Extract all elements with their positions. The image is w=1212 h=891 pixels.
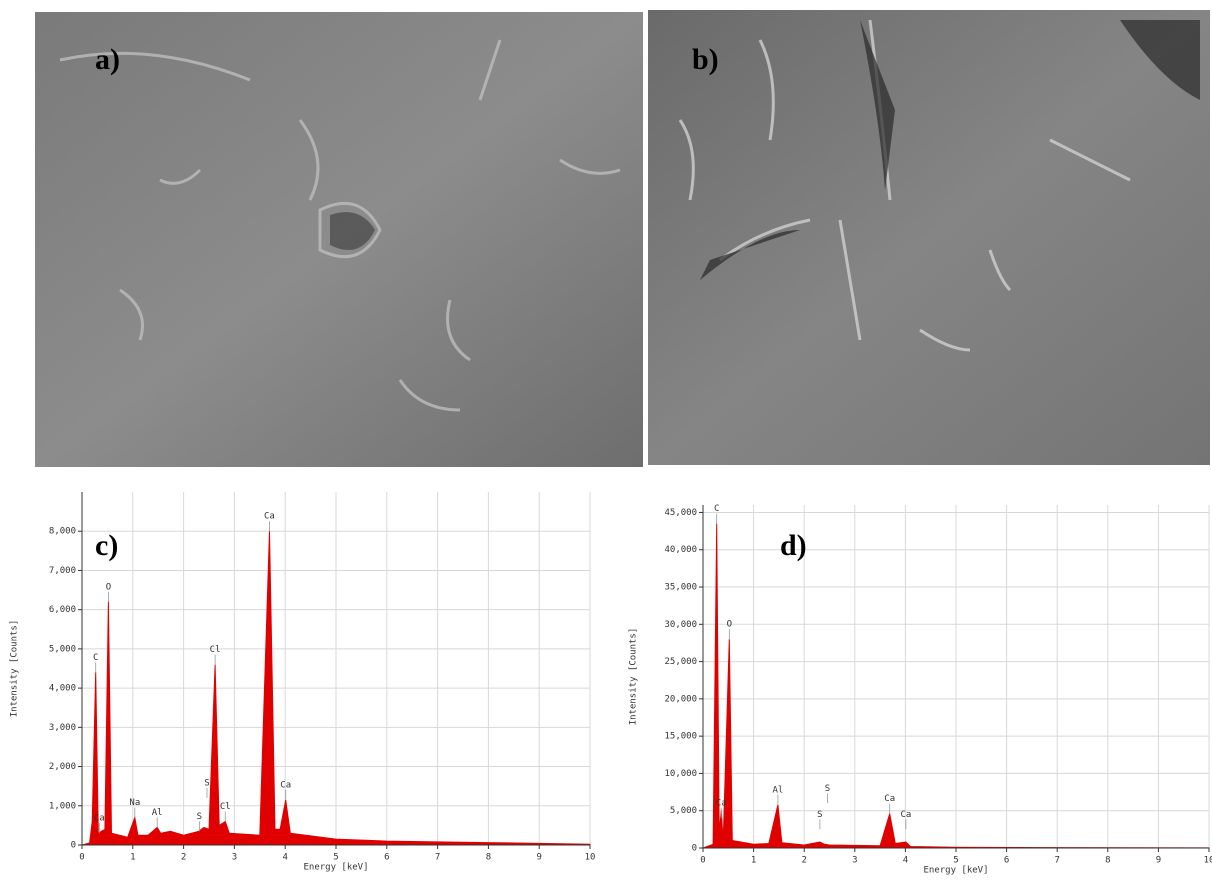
peak-label: Ca [94,814,105,824]
peak-label: Ca [884,794,895,804]
peak-label: S [197,812,202,822]
sem-image-b: b) [648,10,1210,465]
x-tick-label: 7 [435,853,440,863]
peak-label: Na [129,798,140,808]
y-tick-label: 40,000 [664,545,697,555]
x-tick-label: 10 [585,853,596,863]
sem-image-a: a) [35,12,643,467]
y-tick-label: 2,000 [49,762,76,772]
peak-label: S [817,810,822,820]
peak-label: S [825,784,830,794]
y-tick-label: 3,000 [49,723,76,733]
x-tick-label: 8 [1105,856,1110,866]
x-tick-label: 8 [486,853,491,863]
x-tick-label: 6 [1004,856,1009,866]
peak-label: Cl [210,645,221,655]
y-tick-label: 35,000 [664,583,697,593]
y-tick-label: 6,000 [49,605,76,615]
y-tick-label: 4,000 [49,684,76,694]
peak-label: C [714,504,719,514]
peak-label: C [93,653,98,663]
x-tick-label: 4 [282,853,287,863]
x-tick-label: 0 [700,856,705,866]
y-tick-label: 7,000 [49,566,76,576]
x-tick-label: 2 [181,853,186,863]
eds-chart: 0 1,000 2,000 3,000 4,000 5,000 6,000 7,000 8,00… [10,492,596,873]
x-tick-label: 1 [751,856,756,866]
x-tick-label: 5 [953,856,958,866]
y-tick-label: 1,000 [49,801,76,811]
y-tick-label: 30,000 [664,620,697,630]
x-tick-label: 5 [333,853,338,863]
y-tick-label: 45,000 [664,508,697,518]
y-tick-label: 20,000 [664,694,697,704]
eds-chart: 0 5,000 10,000 15,000 20,000 25,000 30,000 35,0… [629,504,1212,875]
peak-label: O [106,582,111,592]
peak-label: Ca [716,799,727,809]
x-tick-label: 1 [130,853,135,863]
peak-label: Ca [900,810,911,820]
panel-label: a) [95,43,120,76]
x-tick-label: 10 [1204,856,1212,866]
panel-label: b) [692,43,719,76]
x-tick-label: 6 [384,853,389,863]
y-tick-label: 10,000 [664,769,697,779]
x-axis-title: Energy [keV] [303,863,368,873]
x-tick-label: 9 [536,853,541,863]
panel-label: d) [780,529,807,562]
x-axis-title: Energy [keV] [923,866,988,876]
x-tick-label: 7 [1054,856,1059,866]
y-tick-label: 8,000 [49,527,76,537]
x-tick-label: 3 [232,853,237,863]
peak-label: S [204,778,209,788]
y-tick-label: 0 [692,844,697,854]
peak-label: O [727,620,732,630]
peak-label: Cl [220,802,231,812]
peak-label: Al [152,808,163,818]
peak-label: Ca [280,780,291,790]
y-axis-title: Intensity [Counts] [10,620,20,718]
y-tick-label: 15,000 [664,732,697,742]
y-tick-label: 5,000 [49,644,76,654]
y-tick-label: 0 [71,841,76,851]
x-tick-label: 4 [903,856,908,866]
y-tick-label: 25,000 [664,657,697,667]
x-tick-label: 0 [79,853,84,863]
x-tick-label: 3 [852,856,857,866]
panel-label: c) [95,529,118,562]
peak-label: Ca [264,512,275,522]
peak-label: Al [772,785,783,795]
y-tick-label: 5,000 [670,806,697,816]
x-tick-label: 2 [801,856,806,866]
y-axis-title: Intensity [Counts] [629,628,639,726]
x-tick-label: 9 [1156,856,1161,866]
